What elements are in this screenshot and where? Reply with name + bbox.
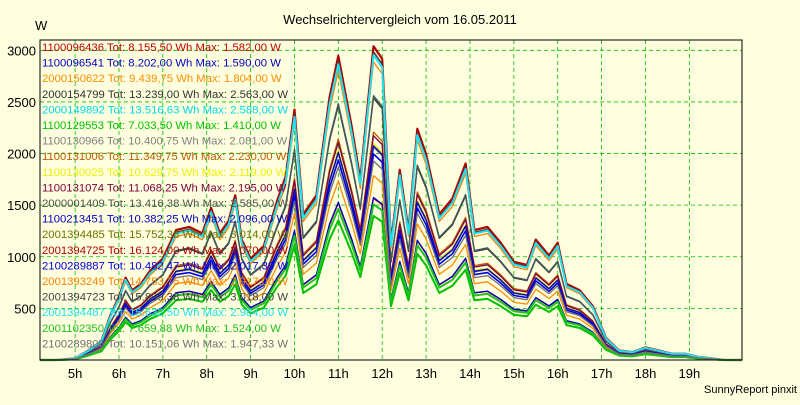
legend-entry-1100096436: 1100096436 Tot: 8.155,50 Wh Max: 1.582,0… xyxy=(42,42,281,54)
legend-entry-2000150622: 2000150622 Tot: 9.439,75 Wh Max: 1.804,0… xyxy=(42,73,282,85)
series-line-2000001409 xyxy=(40,95,742,361)
x-tick-label: 9h xyxy=(243,366,257,381)
series-line-2001394487 xyxy=(40,54,742,361)
y-tick-label: 1500 xyxy=(7,198,36,213)
series-layer xyxy=(40,45,742,362)
plot-area: 1100096436 Tot: 8.155,50 Wh Max: 1.582,0… xyxy=(39,39,743,362)
x-tick-label: 13h xyxy=(415,366,437,381)
y-tick-label: 500 xyxy=(14,301,36,316)
legend-entry-2000154799: 2000154799 Tot: 13.239,00 Wh Max: 2.563,… xyxy=(42,89,288,101)
legend-entry-2001394723: 2001394723 Tot: 15.809,38 Wh Max: 3.018,… xyxy=(42,292,288,304)
x-tick-label: 5h xyxy=(68,366,82,381)
legend: 1100096436 Tot: 8.155,50 Wh Max: 1.582,0… xyxy=(42,42,288,350)
legend-entry-1100131006: 1100131006 Tot: 11.349,75 Wh Max: 2.230,… xyxy=(42,151,287,163)
series-line-2000150622 xyxy=(40,174,742,361)
legend-entry-1100130966: 1100130966 Tot: 10.400,75 Wh Max: 2.081,… xyxy=(42,136,287,148)
legend-entry-2000001409: 2000001409 Tot: 13.416,38 Wh Max: 2.585,… xyxy=(42,198,288,210)
y-axis-unit: W xyxy=(35,18,48,33)
x-tick-label: 11h xyxy=(328,366,349,381)
x-tick-label: 12h xyxy=(371,366,393,381)
legend-entry-1100130025: 1100130025 Tot: 10.629,75 Wh Max: 2.119,… xyxy=(42,167,287,179)
legend-entry-1100213451: 1100213451 Tot: 10.382,25 Wh Max: 2.096,… xyxy=(42,214,287,226)
y-tick-label: 2500 xyxy=(7,95,36,110)
x-tick-label: 8h xyxy=(199,366,213,381)
legend-entry-2001394487: 2001394487 Tot: 15.632,50 Wh Max: 2.984,… xyxy=(42,307,288,319)
series-line-2100289805 xyxy=(40,160,742,361)
chart-title: Wechselrichtervergleich vom 16.05.2011 xyxy=(283,12,517,27)
footer-credit: SunnyReport pinxit xyxy=(704,384,797,396)
y-tick-label: 1000 xyxy=(7,250,36,265)
legend-entry-1100131074: 1100131074 Tot: 11.068,25 Wh Max: 2.195,… xyxy=(42,182,287,194)
x-tick-label: 14h xyxy=(459,366,481,381)
x-tick-label: 18h xyxy=(635,366,657,381)
plot-border xyxy=(39,39,743,361)
y-tick-label: 3000 xyxy=(7,43,36,58)
legend-entry-2001394485: 2001394485 Tot: 15.752,38 Wh Max: 3.014,… xyxy=(42,229,288,241)
x-axis: 5h 6h 7h 8h 9h 10h 11h 12h 13h 14h 15h 16h 17h 18h 19h xyxy=(68,366,700,381)
legend-entry-1100129553: 1100129553 Tot: 7.033,50 Wh Max: 1.410,0… xyxy=(42,120,281,132)
series-line-2001102350 xyxy=(40,203,742,361)
x-tick-label: 19h xyxy=(678,366,700,381)
x-tick-label: 6h xyxy=(112,366,126,381)
legend-entry-2001394725: 2001394725 Tot: 16.124,00 Wh Max: 3.070,… xyxy=(42,245,288,257)
legend-entry-2001102350: 2001102350 Tot: 7.659,88 Wh Max: 1.524,0… xyxy=(42,323,281,335)
x-tick-label: 10h xyxy=(284,366,306,381)
x-tick-label: 17h xyxy=(591,366,613,381)
x-tick-label: 16h xyxy=(547,366,569,381)
legend-entry-2100289887: 2100289887 Tot: 10.482,47 Wh Max: 2.017,… xyxy=(42,260,288,272)
y-tick-label: 2000 xyxy=(7,147,36,162)
x-tick-label: 7h xyxy=(156,366,170,381)
legend-entry-2000149892: 2000149892 Tot: 13.516,63 Wh Max: 2.588,… xyxy=(42,104,288,116)
legend-entry-2100289805: 2100289805 Tot: 10.151,06 Wh Max: 1.947,… xyxy=(42,338,288,350)
legend-entry-2001393249: 2001393249 Tot: 14.753,75 Wh Max: 2.917,… xyxy=(42,276,288,288)
x-tick-label: 15h xyxy=(503,366,525,381)
legend-entry-1100096541: 1100096541 Tot: 8.202,00 Wh Max: 1.590,0… xyxy=(42,58,281,70)
y-axis: 500 1000 1500 2000 2500 3000 xyxy=(7,43,36,316)
